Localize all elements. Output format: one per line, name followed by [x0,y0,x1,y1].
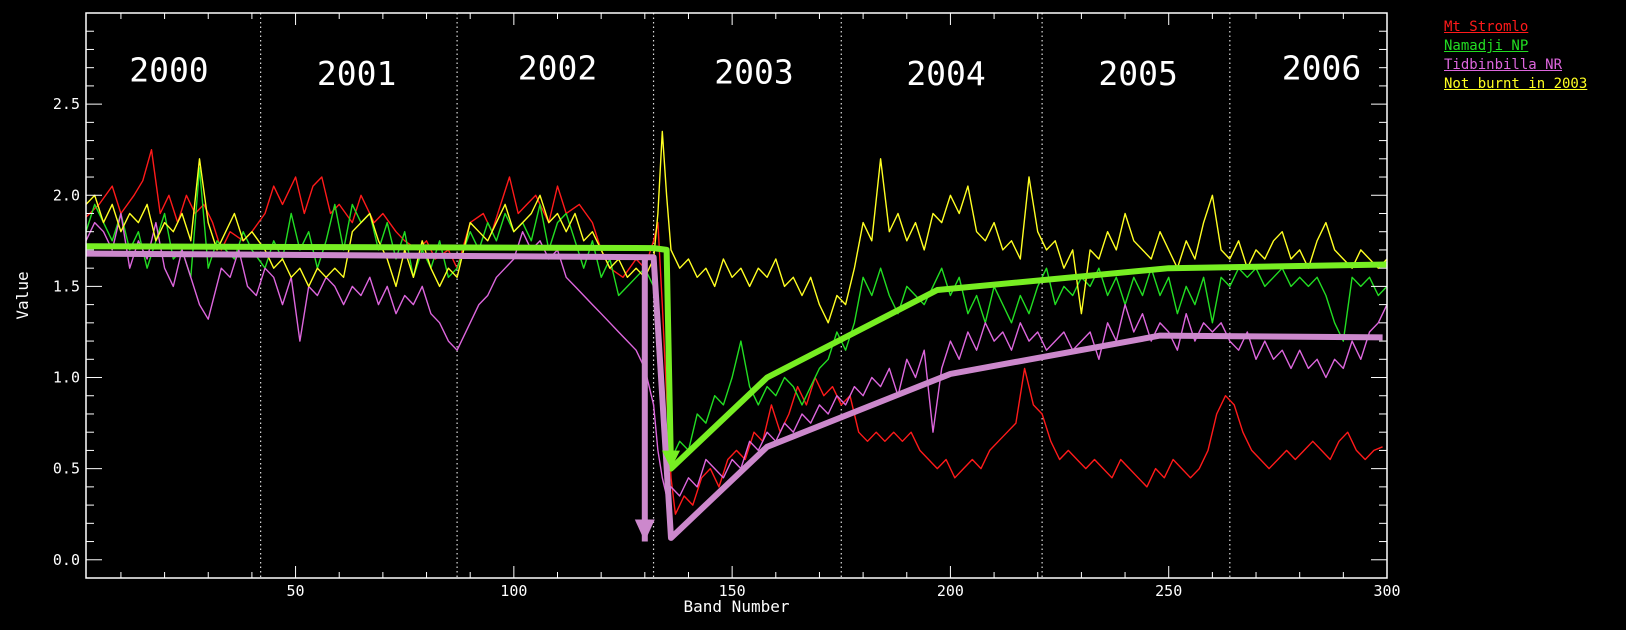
x-tick-label: 200 [937,582,964,600]
green-drop-arrow-head [662,450,681,469]
series-line-1 [85,167,1388,461]
axis-group: 50 100 150 200 250 300 0.0 0.5 1.0 1.5 2.0 2.5 [53,13,1401,600]
legend: Mt Stromlo Namadji NP Tidbinbilla NR Not… [1444,18,1587,94]
trend-group [85,243,1388,542]
year-label-2005: 2005 [1098,54,1177,93]
year-label-2002: 2002 [518,49,597,88]
legend-entry-mt-stromlo: Mt Stromlo [1444,19,1529,35]
y-tick-label: 1.5 [53,277,80,295]
year-label-2001: 2001 [317,54,396,93]
legend-entry-namadji-np: Namadji NP [1444,38,1529,54]
drop-arrow-head [634,519,655,542]
unburnt-level-trend [85,243,1388,472]
y-tick-label: 2.0 [53,186,80,204]
year-label-2006: 2006 [1282,49,1361,88]
y-tick-label: 0.5 [53,460,80,478]
plot-frame [85,12,1388,579]
series-line-3 [85,130,1388,324]
series-line-0 [85,149,1383,515]
y-axis-label: Value [13,271,32,319]
series-group [85,130,1388,515]
x-tick-label: 250 [1155,582,1182,600]
year-label-group: 2000 2001 2002 2003 2004 2005 2006 [129,49,1361,93]
year-label-2003: 2003 [714,52,793,91]
x-tick-label: 150 [719,582,746,600]
x-tick-label: 100 [500,582,527,600]
legend-entry-not-burnt: Not burnt in 2003 [1444,76,1588,92]
y-tick-label: 2.5 [53,95,80,113]
year-label-2004: 2004 [906,54,985,93]
year-label-2000: 2000 [129,51,208,90]
x-tick-label: 300 [1373,582,1400,600]
legend-entry-tidbinbilla-nr: Tidbinbilla NR [1444,57,1563,73]
x-axis-label: Band Number [684,597,790,616]
x-tick-label: 50 [287,582,305,600]
y-tick-label: 1.0 [53,369,80,387]
burnt-level-trend [85,250,1383,541]
y-tick-label: 0.0 [53,551,80,569]
